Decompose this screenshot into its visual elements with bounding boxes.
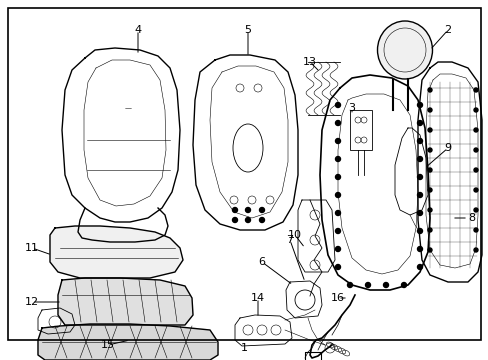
Text: 16: 16 (330, 293, 345, 303)
Circle shape (335, 193, 340, 198)
Text: 11: 11 (25, 243, 39, 253)
Text: 7: 7 (286, 235, 293, 245)
Circle shape (473, 188, 477, 192)
Text: 13: 13 (303, 57, 316, 67)
Polygon shape (58, 278, 193, 325)
Circle shape (417, 265, 422, 270)
Circle shape (335, 139, 340, 144)
Text: 6: 6 (258, 257, 265, 267)
Circle shape (259, 207, 264, 212)
Circle shape (427, 208, 431, 212)
Circle shape (335, 157, 340, 162)
Circle shape (417, 229, 422, 234)
Text: 14: 14 (250, 293, 264, 303)
Text: 8: 8 (467, 213, 474, 223)
Circle shape (473, 228, 477, 232)
Circle shape (417, 175, 422, 180)
Circle shape (427, 148, 431, 152)
Circle shape (473, 168, 477, 172)
Polygon shape (38, 324, 218, 360)
Circle shape (417, 157, 422, 162)
Circle shape (335, 247, 340, 252)
Circle shape (365, 283, 370, 288)
Circle shape (335, 121, 340, 126)
Text: 10: 10 (287, 230, 302, 240)
Circle shape (383, 283, 387, 288)
Text: 15: 15 (101, 340, 115, 350)
Circle shape (417, 139, 422, 144)
Circle shape (427, 188, 431, 192)
Circle shape (417, 103, 422, 108)
Circle shape (473, 148, 477, 152)
Circle shape (335, 175, 340, 180)
Circle shape (245, 217, 250, 222)
Text: 12: 12 (25, 297, 39, 307)
Text: 5: 5 (244, 25, 251, 35)
Circle shape (347, 283, 352, 288)
Circle shape (473, 88, 477, 92)
Circle shape (232, 207, 237, 212)
Circle shape (401, 283, 406, 288)
Circle shape (245, 207, 250, 212)
Circle shape (427, 108, 431, 112)
Circle shape (232, 217, 237, 222)
Ellipse shape (377, 21, 431, 79)
Circle shape (473, 128, 477, 132)
Text: 3: 3 (348, 103, 355, 113)
Text: 2: 2 (444, 25, 450, 35)
Bar (349, 110, 371, 150)
Text: 9: 9 (444, 143, 450, 153)
Circle shape (427, 88, 431, 92)
Bar (305, 352, 320, 360)
Circle shape (335, 103, 340, 108)
Circle shape (417, 211, 422, 216)
Circle shape (473, 248, 477, 252)
Circle shape (335, 265, 340, 270)
Circle shape (473, 108, 477, 112)
Circle shape (335, 229, 340, 234)
Circle shape (473, 208, 477, 212)
Text: —: — (124, 105, 131, 111)
Circle shape (417, 121, 422, 126)
Text: 4: 4 (134, 25, 141, 35)
Text: 1: 1 (240, 343, 247, 353)
Circle shape (259, 217, 264, 222)
Circle shape (427, 228, 431, 232)
Circle shape (335, 211, 340, 216)
Circle shape (417, 247, 422, 252)
Circle shape (427, 248, 431, 252)
Circle shape (427, 168, 431, 172)
Polygon shape (50, 226, 183, 278)
Circle shape (427, 128, 431, 132)
Circle shape (417, 193, 422, 198)
